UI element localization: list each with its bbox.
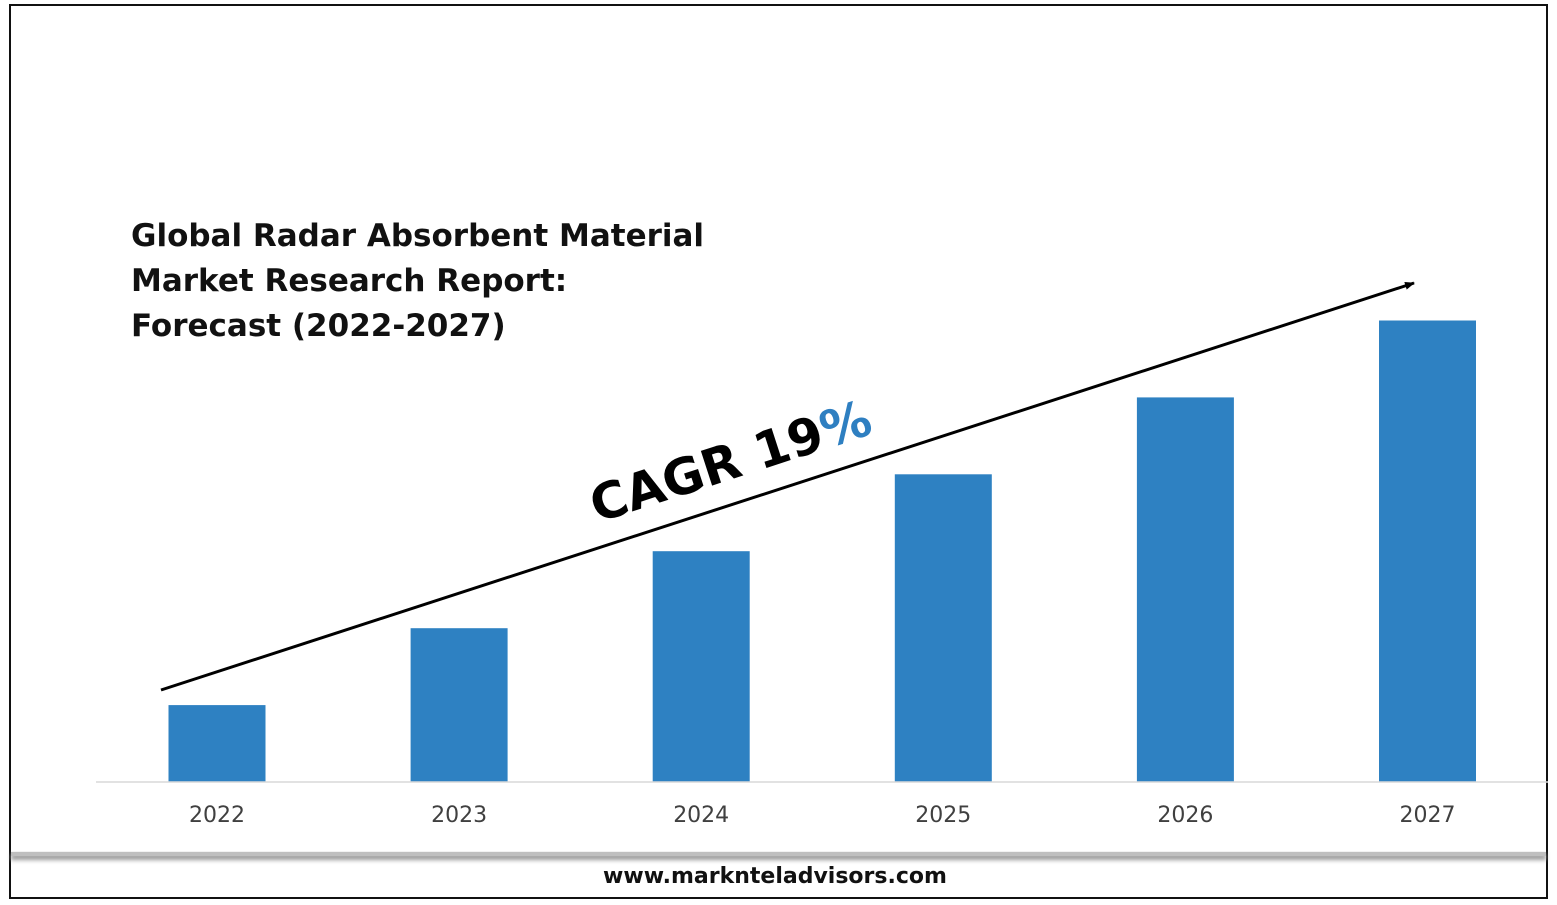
bar-2023	[410, 628, 508, 782]
x-tick-label-2024: 2024	[673, 803, 729, 828]
footer-url: www.marknteladvisors.com	[603, 864, 947, 889]
bars-group	[168, 320, 1476, 782]
cagr-label: CAGR 19	[583, 404, 831, 534]
x-tick-label-2025: 2025	[915, 803, 971, 828]
x-tick-label-2027: 2027	[1400, 803, 1456, 828]
chart-title-line-3: Forecast (2022-2027)	[131, 308, 506, 344]
x-tick-label-2026: 2026	[1157, 803, 1213, 828]
bar-2022	[168, 705, 266, 782]
x-axis-tick-labels: 2022 2023 2024 2025 2026 2027	[189, 803, 1456, 828]
bar-2027	[1379, 320, 1476, 782]
footer-divider	[11, 852, 1546, 856]
bar-2024	[652, 551, 750, 782]
x-tick-label-2022: 2022	[189, 803, 245, 828]
chart-title-line-2: Market Research Report:	[131, 263, 567, 299]
bar-2025	[894, 474, 992, 782]
x-tick-label-2023: 2023	[431, 803, 487, 828]
bar-2026	[1136, 397, 1234, 782]
cagr-annotation: CAGR 19%	[583, 389, 879, 534]
chart-title-line-1: Global Radar Absorbent Material	[131, 218, 704, 254]
footer-divider-shadow	[11, 854, 1546, 860]
trend-arrow	[160, 281, 1415, 692]
